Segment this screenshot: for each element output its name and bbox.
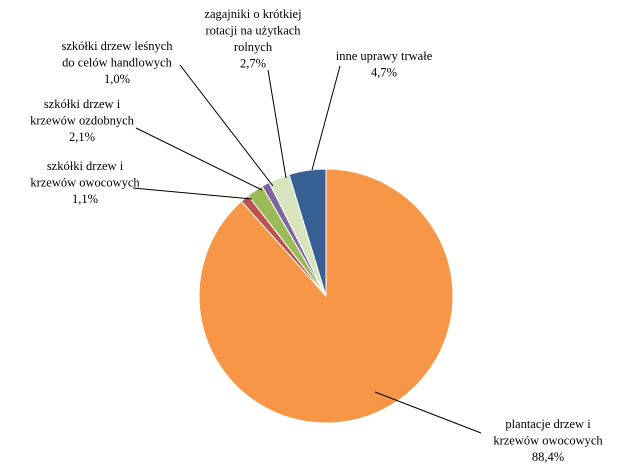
label-line: inne uprawy trwałe: [336, 49, 433, 63]
label-line: szkółki drzew i: [47, 159, 124, 173]
value-label: 88,4%: [532, 450, 564, 464]
label-line: plantacje drzew i: [505, 417, 591, 431]
slice-label: szkółki drzew i krzewów owocowych: [30, 159, 140, 190]
label-line: krzewów ozdobnych: [30, 114, 135, 128]
label-line: rolnych: [234, 40, 273, 54]
value-label: 2,1%: [69, 130, 95, 144]
leader-line: [135, 127, 263, 191]
label-line: krzewów owocowych: [30, 176, 140, 190]
value-label: 1,0%: [104, 72, 130, 86]
label-line: zagajniki o krótkiej: [204, 7, 301, 21]
value-label: 2,7%: [240, 57, 266, 71]
slice-label: zagajniki o krótkiej rotacji na użytkach r…: [204, 7, 301, 54]
leader-line: [267, 69, 287, 179]
value-label: 1,1%: [72, 192, 98, 206]
slice-label: szkółki drzew leśnych do celów handlowych: [61, 39, 173, 70]
value-label: 4,7%: [371, 66, 397, 80]
label-line: szkółki drzew i: [44, 97, 121, 111]
leader-line: [132, 187, 253, 200]
label-line: krzewów owocowych: [493, 434, 603, 448]
slice-label: inne uprawy trwałe: [336, 49, 433, 63]
leader-line: [374, 391, 482, 434]
slice-label: szkółki drzew i krzewów ozdobnych: [30, 97, 135, 128]
label-line: do celów handlowych: [62, 56, 172, 70]
pie-slice: [288, 168, 327, 297]
label-line: szkółki drzew leśnych: [61, 39, 173, 53]
slice-label: plantacje drzew i krzewów owocowych: [493, 417, 603, 448]
label-line: rotacji na użytkach: [205, 24, 301, 38]
leader-line: [311, 65, 341, 171]
leader-line: [179, 64, 274, 187]
